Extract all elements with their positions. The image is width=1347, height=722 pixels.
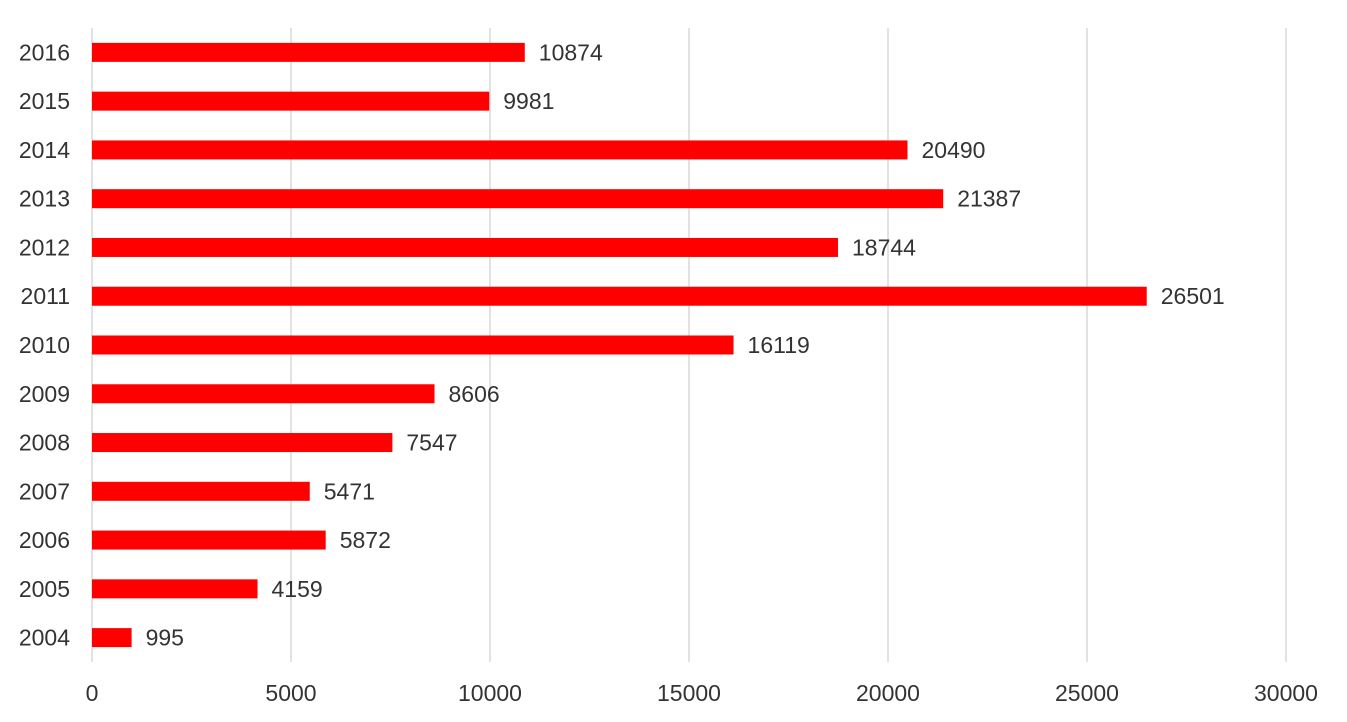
bar: [92, 481, 310, 501]
bar: [92, 286, 1147, 306]
bar-value-label: 8606: [449, 381, 500, 407]
x-tick-label: 15000: [657, 680, 721, 706]
y-category-label: 2015: [19, 88, 70, 114]
x-tick-label: 0: [86, 680, 99, 706]
x-tick-label: 5000: [265, 680, 316, 706]
bar: [92, 335, 734, 355]
y-category-label: 2004: [19, 625, 70, 651]
y-category-label: 2009: [19, 381, 70, 407]
bar: [92, 42, 525, 62]
bar: [92, 579, 258, 599]
data-labels: 10874 9981 20490 21387 18744 26501 16119 8606 75…: [146, 39, 1225, 650]
x-tick-label: 10000: [458, 680, 522, 706]
bar: [92, 140, 908, 160]
bar-value-label: 18744: [852, 234, 916, 260]
y-category-label: 2012: [19, 234, 70, 260]
bar: [92, 628, 132, 648]
bar: [92, 384, 435, 404]
x-tick-label: 20000: [856, 680, 920, 706]
bar: [92, 189, 944, 209]
bar-value-label: 21387: [957, 186, 1021, 212]
y-category-label: 2016: [19, 39, 70, 65]
bar-value-label: 26501: [1161, 283, 1225, 309]
y-category-label: 2007: [19, 478, 70, 504]
y-category-label: 2011: [21, 283, 70, 309]
y-category-label: 2010: [19, 332, 70, 358]
category-axis: 2016 2015 2014 2013 2012 2011 2010 2009 2008 2007…: [19, 39, 70, 650]
y-category-label: 2013: [19, 186, 70, 212]
bar-value-label: 9981: [503, 88, 554, 114]
bar: [92, 237, 839, 257]
bar-value-label: 5872: [340, 527, 391, 553]
bar-value-label: 995: [146, 625, 184, 651]
bar: [92, 91, 490, 111]
bar-value-label: 20490: [922, 137, 986, 163]
bar: [92, 530, 326, 550]
bar: [92, 433, 393, 453]
y-category-label: 2014: [19, 137, 70, 163]
y-category-label: 2008: [19, 430, 70, 456]
bar-value-label: 5471: [324, 478, 375, 504]
bar-value-label: 16119: [748, 332, 810, 358]
x-tick-label: 30000: [1254, 680, 1318, 706]
x-tick-label: 25000: [1055, 680, 1119, 706]
bar-value-label: 10874: [539, 39, 603, 65]
bars: [92, 42, 1147, 648]
bar-value-label: 4159: [272, 576, 323, 602]
y-category-label: 2006: [19, 527, 70, 553]
y-category-label: 2005: [19, 576, 70, 602]
value-axis: 0 5000 10000 15000 20000 25000 30000: [86, 680, 1318, 706]
bar-value-label: 7547: [406, 430, 457, 456]
